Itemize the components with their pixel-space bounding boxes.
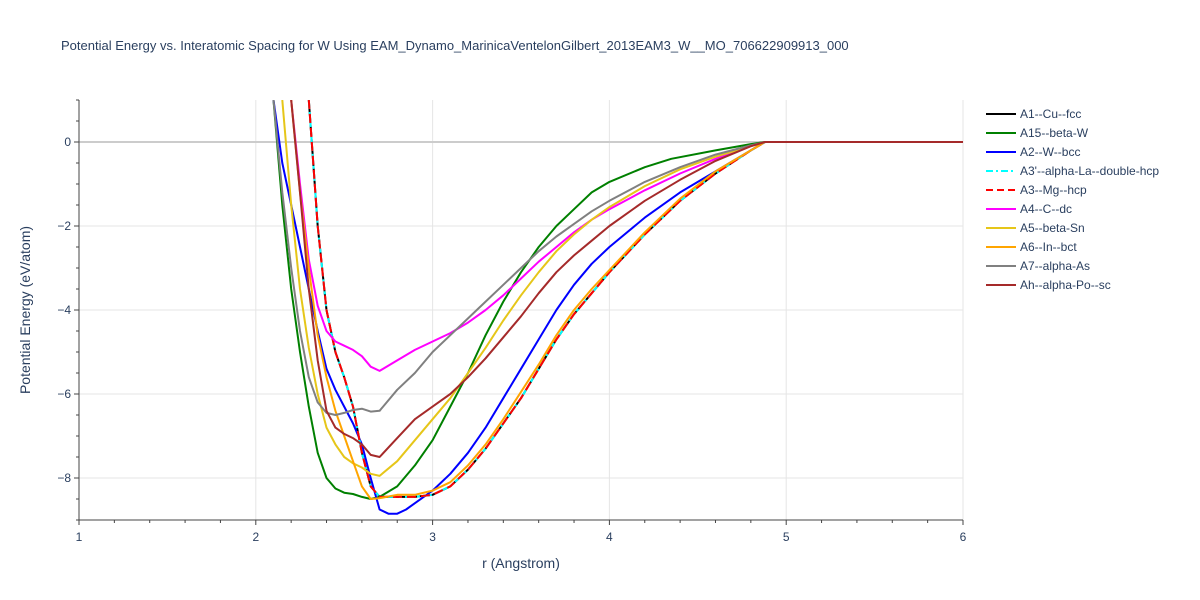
x-tick-label: 4 <box>606 530 613 544</box>
legend-label: A6--In--bct <box>1020 240 1077 254</box>
legend-label: Ah--alpha-Po--sc <box>1020 278 1111 292</box>
legend-label: A15--beta-W <box>1020 126 1089 140</box>
legend-item-6[interactable]: A5--beta-Sn <box>986 221 1085 235</box>
series-line-6 <box>281 100 963 477</box>
x-tick-labels: 1 2 3 4 5 6 <box>76 530 967 544</box>
legend-item-5[interactable]: A4--C--dc <box>986 202 1072 216</box>
y-tick-label: −2 <box>57 219 71 233</box>
legend-item-2[interactable]: A2--W--bcc <box>986 145 1080 159</box>
legend-label: A1--Cu--fcc <box>1020 107 1081 121</box>
series-line-5 <box>290 100 963 372</box>
legend-label: A5--beta-Sn <box>1020 221 1085 235</box>
legend-item-3[interactable]: A3'--alpha-La--double-hcp <box>986 164 1159 178</box>
y-axis-title: Potential Energy (eV/atom) <box>17 226 33 394</box>
chart-title: Potential Energy vs. Interatomic Spacing… <box>61 38 849 53</box>
legend-label: A3'--alpha-La--double-hcp <box>1020 164 1159 178</box>
x-tick-label: 1 <box>76 530 83 544</box>
legend-item-8[interactable]: A7--alpha-As <box>986 259 1090 273</box>
series-line-2 <box>272 100 963 515</box>
series-line-8 <box>272 100 963 416</box>
x-axis-title: r (Angstrom) <box>482 555 560 571</box>
y-tick-label: 0 <box>64 135 71 149</box>
legend-item-7[interactable]: A6--In--bct <box>986 240 1077 254</box>
x-tick-label: 2 <box>252 530 259 544</box>
y-tick-labels: −8 −6 −4 −2 0 <box>57 135 71 485</box>
grid <box>79 100 964 520</box>
y-tick-label: −4 <box>57 303 71 317</box>
legend-item-0[interactable]: A1--Cu--fcc <box>986 107 1081 121</box>
axes <box>74 99 964 525</box>
legend-item-9[interactable]: Ah--alpha-Po--sc <box>986 278 1111 292</box>
series-lines <box>272 100 963 515</box>
legend-item-1[interactable]: A15--beta-W <box>986 126 1089 140</box>
legend-label: A2--W--bcc <box>1020 145 1080 159</box>
legend-label: A7--alpha-As <box>1020 259 1090 273</box>
x-tick-label: 5 <box>783 530 790 544</box>
legend-label: A4--C--dc <box>1020 202 1072 216</box>
legend-item-4[interactable]: A3--Mg--hcp <box>986 183 1087 197</box>
legend-label: A3--Mg--hcp <box>1020 183 1087 197</box>
series-line-4 <box>307 100 963 498</box>
series-line-9 <box>290 100 963 458</box>
y-tick-label: −6 <box>57 387 71 401</box>
x-tick-label: 6 <box>960 530 967 544</box>
y-tick-label: −8 <box>57 471 71 485</box>
x-tick-label: 3 <box>429 530 436 544</box>
legend[interactable]: A1--Cu--fcc A15--beta-W A2--W--bcc A3'--alp… <box>986 107 1159 292</box>
series-line-1 <box>272 100 963 500</box>
